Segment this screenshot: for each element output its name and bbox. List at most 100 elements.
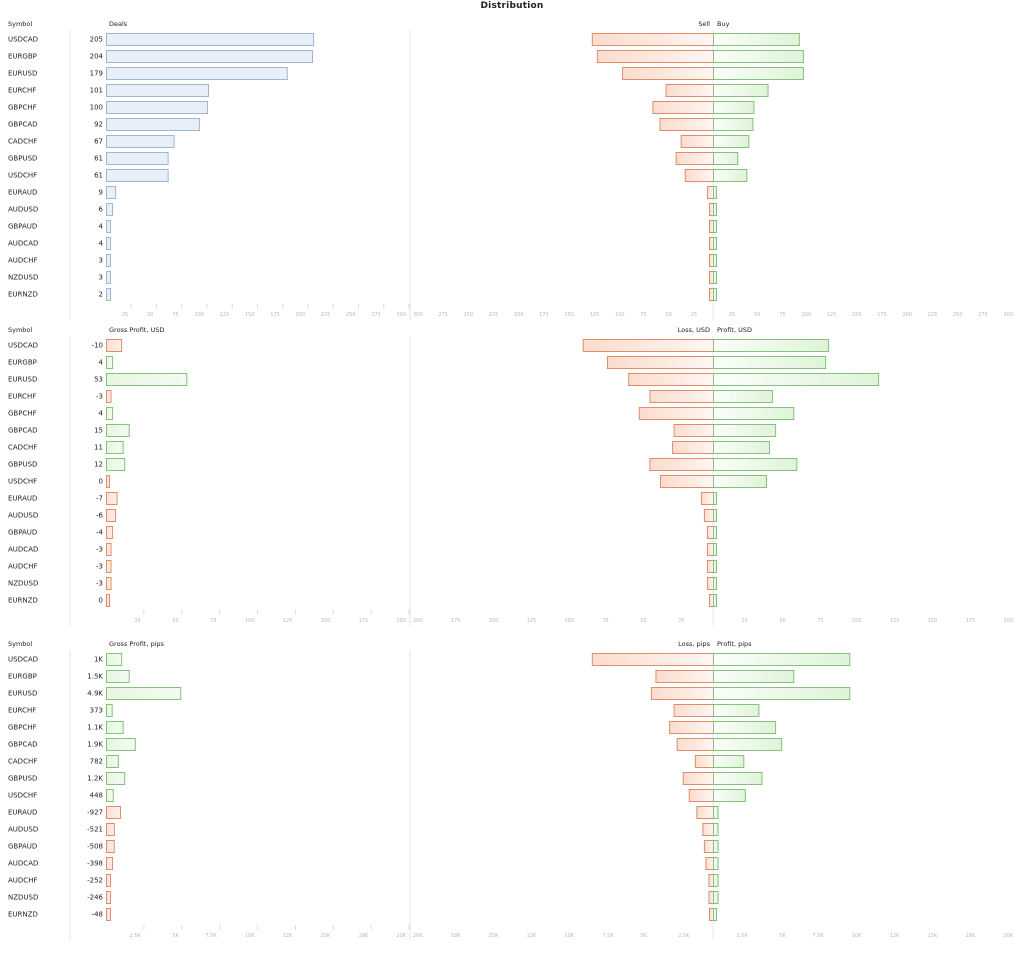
deals-buy-bar: [713, 169, 748, 182]
profit_pips-buy-tick-label: 18K: [965, 933, 975, 939]
profit_pips-value-label: -508: [87, 843, 103, 851]
profit_usd-left-bar: [106, 390, 112, 403]
deals-buy-tick-label: 225: [928, 312, 938, 318]
profit_usd-left-tick-label: 25: [135, 618, 141, 624]
profit_usd-value-label: -3: [96, 393, 103, 401]
deals-value-label: 4: [99, 223, 104, 231]
profit_pips-buy-tick-label: 15K: [928, 933, 938, 939]
profit_pips-value-label: -246: [87, 894, 103, 902]
profit_pips-buy-bar: [713, 857, 719, 870]
deals-value-label: 92: [94, 121, 103, 129]
profit_pips-value-label: 4.9K: [87, 690, 103, 698]
profit_usd-value-label: 53: [94, 376, 103, 384]
profit_pips-symbol-label: USDCHF: [8, 792, 37, 800]
profit_pips-sell-tick-label: 2.5K: [678, 933, 690, 939]
profit_usd-sell-bar: [628, 373, 714, 386]
deals-left-tick-label: 250: [346, 312, 356, 318]
deals-buy-bar: [713, 288, 717, 301]
deals-header-sell: Sell: [698, 20, 710, 28]
profit_usd-symbol-label: AUDUSD: [8, 512, 38, 520]
deals-left-bar: [106, 50, 314, 63]
profit_usd-symbol-label: EURUSD: [8, 376, 37, 384]
profit_pips-sell-bar: [682, 772, 715, 785]
deals-buy-tick-label: 150: [852, 312, 862, 318]
profit_usd-left-bar: [106, 475, 110, 488]
deals-value-label: 2: [99, 291, 103, 299]
profit_usd-value-label: -3: [96, 580, 103, 588]
profit_usd-buy-tick-label: 75: [817, 618, 823, 624]
deals-buy-bar: [713, 84, 769, 97]
profit_usd-buy-bar: [713, 458, 798, 471]
profit_pips-symbol-label: NZDUSD: [8, 894, 38, 902]
profit_usd-value-label: 4: [99, 359, 104, 367]
profit_pips-buy-bar: [713, 789, 746, 802]
profit_pips-left-bar: [106, 874, 111, 887]
deals-buy-tick-label: 50: [754, 312, 760, 318]
profit_usd-sell-bar: [649, 458, 714, 471]
profit_usd-buy-tick-label: 125: [890, 618, 900, 624]
deals-buy-bar: [713, 186, 718, 199]
deals-value-label: 100: [90, 104, 103, 112]
profit_usd-value-label: 11: [94, 444, 103, 452]
deals-sell-bar: [684, 169, 714, 182]
deals-value-label: 101: [90, 87, 103, 95]
profit_pips-left-bar: [106, 772, 126, 785]
profit_pips-symbol-label: EURGBP: [8, 673, 37, 681]
profit_pips-buy-bar: [713, 738, 783, 751]
profit_pips-sell-tick-label: 20K: [413, 933, 423, 939]
profit_usd-sell-bar: [606, 356, 715, 369]
profit_pips-value-label: 373: [90, 707, 103, 715]
profit_usd-buy-tick-label: 150: [928, 618, 938, 624]
profit_usd-sell-tick-label: 150: [489, 618, 499, 624]
profit_usd-left-bar: [106, 339, 123, 352]
profit_pips-symbol-label: AUDCAD: [8, 860, 38, 868]
profit_pips-buy-tick-label: 5K: [779, 933, 786, 939]
deals-sell-bar: [659, 118, 714, 131]
profit_usd-sell-bar: [672, 441, 714, 454]
profit_pips-sell-bar: [708, 874, 715, 887]
profit_pips-buy-bar: [713, 687, 851, 700]
profit_pips-left-tick-label: 18K: [358, 933, 368, 939]
profit_pips-buy-bar: [713, 840, 719, 853]
profit_usd-symbol-label: USDCHF: [8, 478, 37, 486]
profit_usd-sell-bar: [638, 407, 715, 420]
profit_usd-value-label: -3: [96, 546, 103, 554]
profit_usd-buy-bar: [713, 526, 717, 539]
deals-symbol-label: NZDUSD: [8, 274, 38, 282]
deals-symbol-label: EURAUD: [8, 189, 37, 197]
deals-symbol-label: GBPCAD: [8, 121, 38, 129]
deals-sell-bar: [709, 254, 714, 267]
profit_pips-sell-bar: [708, 891, 715, 904]
deals-sell-bar: [675, 152, 715, 165]
profit_pips-symbol-label: EURUSD: [8, 690, 37, 698]
deals-left-tick-label: 100: [194, 312, 204, 318]
profit_usd-buy-bar: [713, 543, 717, 556]
profit_usd-left-tick-label: 50: [172, 618, 178, 624]
profit_usd-buy-tick-label: 100: [852, 618, 862, 624]
deals-sell-bar: [680, 135, 714, 148]
profit_usd-sell-bar: [700, 492, 715, 505]
deals-sell-tick-label: 225: [489, 312, 499, 318]
profit_pips-left-bar: [106, 721, 124, 734]
profit_pips-sell-bar: [591, 653, 714, 666]
profit_usd-symbol-label: EURAUD: [8, 495, 37, 503]
deals-left-bar: [106, 67, 288, 80]
profit_pips-sell-tick-label: 12K: [527, 933, 537, 939]
deals-symbol-label: EURCHF: [8, 87, 36, 95]
deals-buy-tick-label: 175: [877, 312, 887, 318]
deals-symbol-label: AUDCHF: [8, 257, 37, 265]
deals-buy-tick-label: 100: [801, 312, 811, 318]
profit_pips-value-label: 1.5K: [87, 673, 103, 681]
profit_usd-sell-bar: [706, 543, 715, 556]
profit_usd-left-bar: [106, 458, 126, 471]
profit_pips-value-label: 448: [90, 792, 103, 800]
deals-left-tick-label: 125: [220, 312, 230, 318]
deals-buy-tick-label: 275: [978, 312, 988, 318]
profit_pips-left-tick-label: 5K: [172, 933, 179, 939]
profit_usd-symbol-label: GBPCHF: [8, 410, 37, 418]
deals-header-buy: Buy: [717, 20, 730, 28]
profit_pips-symbol-label: GBPAUD: [8, 843, 37, 851]
profit_pips-left-bar: [106, 738, 136, 751]
profit_usd-sell-bar: [706, 526, 715, 539]
profit_usd-left-tick-label: 150: [321, 618, 331, 624]
